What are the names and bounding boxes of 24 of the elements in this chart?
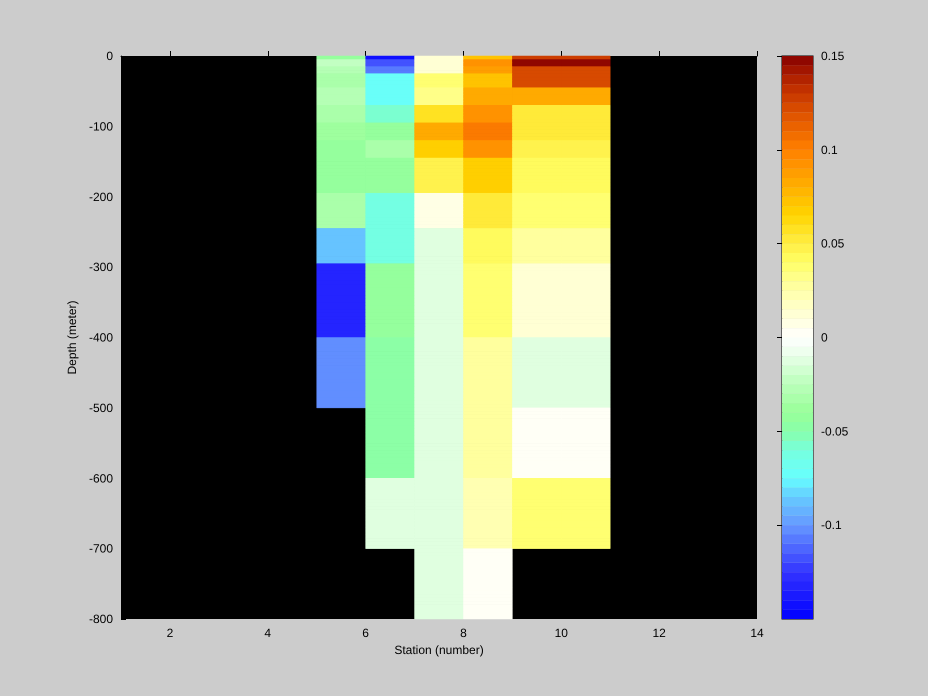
y-tick-label: 0 — [106, 49, 114, 63]
y-tick-label: -700 — [88, 542, 114, 556]
x-tick-label: 6 — [362, 626, 370, 640]
y-tick-label: -400 — [88, 330, 114, 344]
x-axis-title: Station (number) — [394, 642, 484, 657]
y-tick-label: -500 — [88, 400, 114, 415]
color-bar-label: -0.1 — [821, 518, 842, 532]
color-bar-label: 0.15 — [821, 49, 845, 63]
y-tick-label: -100 — [88, 119, 114, 134]
color-bar-label: 0.1 — [821, 142, 838, 157]
y-tick-label: -300 — [88, 260, 114, 274]
y-tick-label: -600 — [88, 471, 114, 486]
x-tick-label: 4 — [264, 626, 272, 640]
x-tick-label: 12 — [652, 626, 666, 640]
y-tick-label: -800 — [88, 612, 114, 626]
color-bar-label: 0 — [821, 330, 828, 344]
y-tick-label: -200 — [88, 190, 114, 204]
x-tick-label: 10 — [554, 626, 568, 640]
color-bar-label: 0.05 — [821, 236, 845, 251]
x-tick-label: 14 — [750, 626, 764, 640]
x-tick-label: 2 — [166, 626, 174, 640]
x-tick-label: 8 — [460, 626, 468, 640]
y-axis-title: Depth (meter) — [65, 300, 80, 375]
color-bar-label: -0.05 — [821, 424, 849, 438]
